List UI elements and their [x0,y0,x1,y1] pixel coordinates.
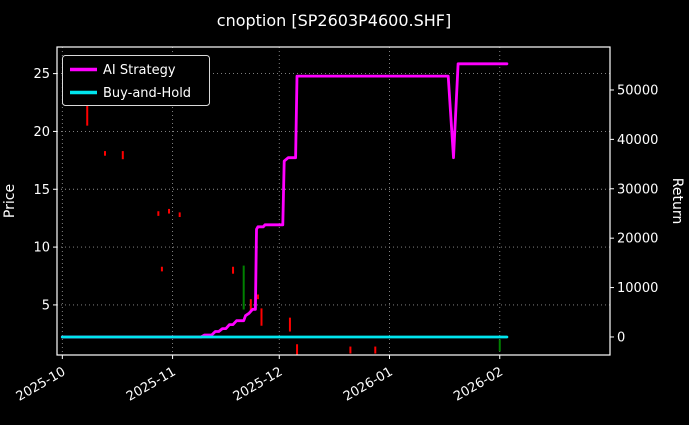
legend-label: Buy-and-Hold [103,86,191,101]
y-axis-label-right: Return [669,178,685,224]
series-lines [60,62,509,339]
tick-label-left: 20 [33,125,50,140]
tick-label-left: 25 [33,67,50,82]
tick-label-right: 0 [617,330,625,345]
plot-border [56,46,611,356]
tick-label-left: 5 [42,298,50,313]
grid [57,47,610,355]
legend-box [62,55,210,106]
tick-label-right: 50000 [617,83,658,98]
tick-label-right: 20000 [617,232,658,247]
chart-title: cnoption [SP2603P4600.SHF] [217,11,451,30]
tick-label-right: 40000 [617,133,658,148]
tick-label-right: 30000 [617,182,658,197]
tick-label-left: 15 [33,183,50,198]
tick-label-right: 10000 [617,281,658,296]
series-line-ai-strategy [60,62,509,339]
tick-label-left: 10 [33,241,50,256]
price-bars [86,105,501,355]
y-axis-label-left: Price [2,184,18,218]
legend-label: AI Strategy [103,63,176,78]
legend: AI Strategy Buy-and-Hold [62,55,210,106]
